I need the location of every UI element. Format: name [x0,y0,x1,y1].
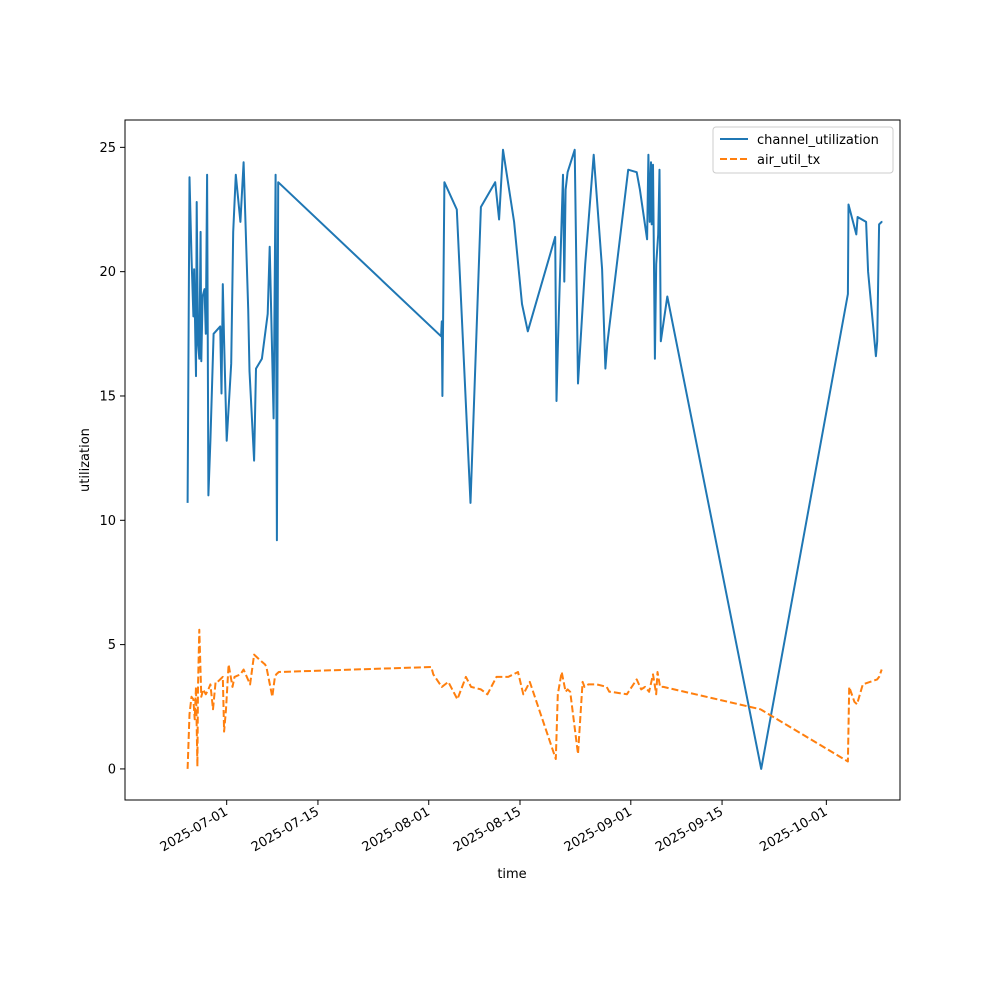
legend-label-air-util-tx: air_util_tx [757,153,821,168]
y-tick-label: 25 [99,141,116,156]
legend-label-channel-utilization: channel_utilization [757,133,879,148]
x-tick-label: 2025-08-01 [360,804,433,855]
plot-frame [124,119,901,801]
series-line-channel-utilization [186,148,883,770]
y-axis-label: utilization [78,428,93,492]
series-line-air-util-tx [186,628,883,769]
x-tick-label: 2025-10-01 [757,804,830,855]
x-tick-label: 2025-09-15 [653,804,726,855]
x-tick-label: 2025-07-15 [249,804,322,855]
y-tick-label: 5 [108,638,116,653]
legend: channel_utilization air_util_tx [712,126,894,174]
y-tick-label: 15 [99,389,116,404]
x-axis-label: time [497,867,526,882]
y-tick-label: 0 [108,762,116,777]
legend-box [712,126,894,174]
x-axis: 2025-07-01 2025-07-15 2025-08-01 2025-08-15… [158,800,830,855]
y-tick-label: 10 [99,514,116,529]
series-layer [186,148,883,770]
x-tick-label: 2025-07-01 [158,804,231,855]
y-axis: 0 5 10 15 20 25 [99,141,125,777]
x-tick-label: 2025-09-01 [562,804,635,855]
y-tick-label: 20 [99,265,116,280]
x-tick-label: 2025-08-15 [451,804,524,855]
